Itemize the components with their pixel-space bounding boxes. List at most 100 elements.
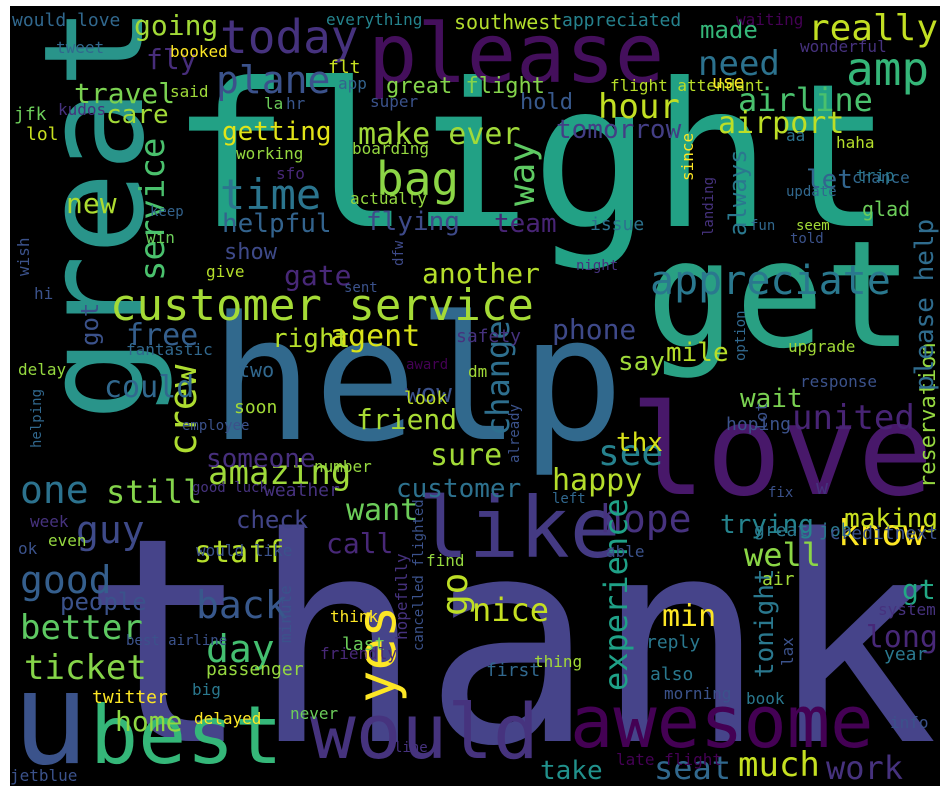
cloud-word: everything — [326, 10, 423, 29]
cloud-word: min — [662, 599, 717, 634]
cloud-word: really — [807, 8, 938, 49]
cloud-word: jetblue — [10, 766, 78, 785]
cloud-word: night — [576, 258, 619, 274]
cloud-word: fly — [146, 43, 197, 76]
cloud-word: thank — [80, 477, 938, 786]
cloud-word: book — [746, 689, 785, 708]
cloud-word: need — [698, 44, 780, 84]
cloud-word: like — [418, 479, 621, 577]
cloud-word: southwest — [454, 10, 563, 34]
cloud-word: best — [90, 689, 283, 782]
cloud-word: option — [733, 310, 749, 361]
cloud-word: trying — [720, 510, 814, 540]
cloud-word: please help — [910, 218, 940, 391]
cloud-word: amp — [846, 42, 930, 96]
cloud-word: say — [618, 347, 665, 377]
cloud-word: back — [196, 583, 288, 627]
cloud-word: ok — [18, 539, 38, 558]
cloud-word: trip — [856, 166, 895, 185]
cloud-word: kudos — [58, 100, 107, 119]
cloud-word: creditnext — [829, 523, 938, 544]
cloud-word: good luck — [192, 480, 268, 496]
cloud-word: passenger — [206, 659, 304, 680]
cloud-word: said — [170, 82, 209, 101]
cloud-word: friendly — [320, 644, 398, 663]
cloud-word: upgrade — [788, 337, 856, 356]
cloud-word: see — [598, 433, 664, 474]
cloud-word: sfo — [276, 164, 305, 183]
cloud-word: right — [272, 324, 351, 354]
cloud-word: home — [115, 705, 183, 738]
cloud-word: let — [806, 165, 853, 195]
cloud-word: employee — [182, 418, 250, 434]
cloud-word: wow — [405, 379, 452, 409]
cloud-word: call — [326, 527, 394, 560]
cloud-word: amazing — [208, 453, 352, 493]
cloud-word: please — [368, 7, 665, 102]
cloud-word: tweet — [56, 38, 105, 57]
cloud-word: landing — [701, 176, 717, 236]
cloud-word: hi — [34, 284, 54, 303]
cloud-word: well — [744, 536, 822, 574]
cloud-word: twitter — [92, 687, 168, 708]
cloud-word: lot — [752, 402, 771, 431]
cloud-word: happy — [552, 463, 643, 498]
cloud-word: travel — [74, 77, 176, 110]
cloud-word: thx — [616, 428, 663, 458]
cloud-word: bag — [376, 152, 460, 206]
cloud-word: friend — [356, 403, 458, 436]
cloud-word: reply — [646, 632, 701, 653]
cloud-word: going — [134, 9, 219, 42]
cloud-word: late flight — [616, 750, 722, 769]
cloud-word: today — [220, 10, 359, 64]
cloud-word: since — [678, 132, 697, 181]
cloud-word: delay — [18, 360, 67, 379]
cloud-word: system — [878, 600, 936, 619]
cloud-word: great flight — [386, 74, 545, 99]
cloud-word: actually — [350, 189, 428, 208]
cloud-word: someone — [206, 444, 316, 474]
cloud-word: update — [786, 184, 837, 200]
cloud-word: haha — [836, 133, 875, 152]
cloud-word: make ever — [358, 117, 521, 152]
cloud-word: find — [426, 551, 465, 570]
cloud-word: u — [12, 645, 90, 786]
cloud-word: minute — [276, 585, 295, 643]
cloud-word: w — [816, 475, 829, 499]
cloud-word: dfw — [391, 240, 407, 266]
cloud-word: also — [650, 664, 694, 685]
cloud-word: want — [346, 493, 419, 528]
cloud-word: told — [790, 231, 824, 247]
cloud-word: always — [724, 149, 752, 236]
cloud-word: seem — [796, 218, 830, 234]
cloud-word: seat — [654, 749, 732, 786]
cloud-word: good — [20, 558, 112, 602]
cloud-word: weather — [264, 480, 340, 501]
cloud-word: la — [264, 94, 284, 113]
cloud-word: even — [48, 531, 87, 550]
cloud-word: two — [238, 358, 275, 382]
cloud-word: know — [838, 513, 925, 554]
cloud-word: number — [314, 457, 372, 476]
cloud-word: another — [422, 257, 541, 290]
cloud-word: nice — [472, 591, 550, 629]
cloud-word: booked — [170, 42, 228, 61]
cloud-word: gt — [902, 573, 936, 606]
cloud-word: helping — [29, 388, 45, 448]
cloud-word: last — [342, 634, 386, 655]
cloud-word: plane — [216, 58, 331, 102]
cloud-word: use — [712, 72, 745, 93]
cloud-word: flying — [366, 207, 460, 237]
cloud-word: thing — [534, 652, 583, 671]
cloud-word: info — [890, 713, 929, 732]
cloud-word: awesome — [570, 680, 874, 764]
cloud-word: care — [106, 100, 169, 130]
cloud-word: hope — [600, 497, 692, 541]
cloud-word: much — [738, 745, 820, 785]
cloud-word: love — [630, 377, 934, 524]
cloud-word: airport — [718, 106, 845, 141]
cloud-word: work — [826, 749, 904, 786]
cloud-word: dm — [468, 362, 488, 381]
cloud-word: issue — [590, 214, 645, 235]
cloud-word: give — [206, 262, 245, 281]
